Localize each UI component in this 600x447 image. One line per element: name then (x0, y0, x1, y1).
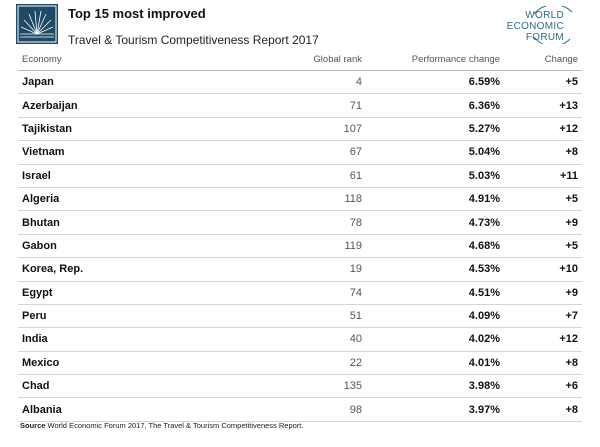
cell-economy: Israel (18, 164, 228, 188)
sunrise-logo-icon (16, 4, 58, 44)
table-row: Israel 61 5.03% +11 (18, 164, 582, 188)
cell-rank: 51 (228, 304, 366, 329)
cell-change: +10 (504, 257, 582, 282)
table-row: India 40 4.02% +12 (18, 327, 582, 352)
cell-performance: 6.59% (366, 70, 504, 95)
cell-rank: 119 (228, 234, 366, 259)
cell-performance: 4.53% (366, 257, 504, 282)
col-economy-header: Economy (18, 48, 228, 71)
ranking-table: Economy Global rank Performance change C… (18, 48, 582, 422)
cell-economy: Egypt (18, 281, 228, 305)
cell-performance: 4.02% (366, 327, 504, 352)
table-row: Gabon 119 4.68% +5 (18, 234, 582, 259)
table-row: Vietnam 67 5.04% +8 (18, 140, 582, 165)
page-subtitle: Travel & Tourism Competitiveness Report … (68, 33, 319, 47)
cell-performance: 4.09% (366, 304, 504, 329)
cell-change: +8 (504, 140, 582, 165)
cell-change: +7 (504, 304, 582, 329)
source-note: Source World Economic Forum 2017, The Tr… (20, 421, 303, 430)
table-row: Mexico 22 4.01% +8 (18, 351, 582, 376)
cell-performance: 4.91% (366, 187, 504, 212)
cell-change: +5 (504, 234, 582, 259)
cell-economy: Tajikistan (18, 117, 228, 142)
cell-rank: 98 (228, 397, 366, 422)
cell-economy: Albania (18, 397, 228, 422)
cell-change: +6 (504, 374, 582, 399)
cell-economy: Gabon (18, 234, 228, 259)
cell-performance: 5.04% (366, 140, 504, 165)
col-rank-header: Global rank (228, 48, 366, 71)
cell-rank: 22 (228, 351, 366, 376)
cell-change: +12 (504, 117, 582, 142)
cell-change: +12 (504, 327, 582, 352)
cell-rank: 4 (228, 70, 366, 95)
cell-change: +8 (504, 397, 582, 422)
cell-economy: Japan (18, 70, 228, 95)
cell-rank: 107 (228, 117, 366, 142)
table-row: Bhutan 78 4.73% +9 (18, 210, 582, 235)
wef-logo: WORLD ECONOMIC FORUM (498, 6, 578, 44)
cell-rank: 61 (228, 164, 366, 188)
cell-change: +5 (504, 187, 582, 212)
cell-economy: Azerbaijan (18, 93, 228, 118)
cell-economy: India (18, 327, 228, 352)
cell-change: +11 (504, 164, 582, 188)
table-row: Egypt 74 4.51% +9 (18, 281, 582, 305)
table-row: Algeria 118 4.91% +5 (18, 187, 582, 212)
wef-logo-line-3: FORUM (525, 32, 564, 43)
cell-rank: 135 (228, 374, 366, 399)
cell-economy: Algeria (18, 187, 228, 212)
cell-change: +8 (504, 351, 582, 376)
cell-rank: 118 (228, 187, 366, 212)
col-performance-header: Performance change (366, 48, 504, 71)
cell-performance: 5.27% (366, 117, 504, 142)
cell-economy: Vietnam (18, 140, 228, 165)
header: Top 15 most improved Travel & Tourism Co… (0, 0, 600, 50)
cell-economy: Chad (18, 374, 228, 399)
cell-performance: 3.97% (366, 397, 504, 422)
col-change-header: Change (504, 48, 582, 71)
table-body: Japan 4 6.59% +5 Azerbaijan 71 6.36% +13 Tajikis… (18, 70, 582, 422)
table-row: Japan 4 6.59% +5 (18, 70, 582, 95)
source-text: World Economic Forum 2017, The Travel & … (47, 421, 304, 430)
table-header-row: Economy Global rank Performance change C… (18, 48, 582, 71)
table-row: Peru 51 4.09% +7 (18, 304, 582, 329)
table-row: Chad 135 3.98% +6 (18, 374, 582, 399)
cell-rank: 67 (228, 140, 366, 165)
wef-logo-line-2: ECONOMIC (506, 21, 564, 32)
cell-rank: 78 (228, 210, 366, 235)
cell-economy: Mexico (18, 351, 228, 376)
cell-performance: 4.01% (366, 351, 504, 376)
cell-economy: Korea, Rep. (18, 257, 228, 282)
cell-rank: 19 (228, 257, 366, 282)
cell-economy: Bhutan (18, 210, 228, 235)
table-row: Tajikistan 107 5.27% +12 (18, 117, 582, 142)
cell-rank: 74 (228, 281, 366, 305)
source-label: Source (20, 421, 46, 430)
cell-change: +9 (504, 210, 582, 235)
cell-performance: 4.51% (366, 281, 504, 305)
wef-arc-icon (533, 6, 573, 44)
table-row: Azerbaijan 71 6.36% +13 (18, 93, 582, 118)
cell-performance: 3.98% (366, 374, 504, 399)
cell-rank: 71 (228, 93, 366, 118)
cell-performance: 5.03% (366, 164, 504, 188)
cell-performance: 4.68% (366, 234, 504, 259)
cell-change: +13 (504, 93, 582, 118)
cell-economy: Peru (18, 304, 228, 329)
page-title: Top 15 most improved (68, 6, 206, 21)
cell-performance: 6.36% (366, 93, 504, 118)
cell-rank: 40 (228, 327, 366, 352)
table-row: Albania 98 3.97% +8 (18, 397, 582, 422)
wef-logo-line-1: WORLD (525, 10, 564, 21)
cell-performance: 4.73% (366, 210, 504, 235)
cell-change: +9 (504, 281, 582, 305)
table-row: Korea, Rep. 19 4.53% +10 (18, 257, 582, 282)
cell-change: +5 (504, 70, 582, 95)
